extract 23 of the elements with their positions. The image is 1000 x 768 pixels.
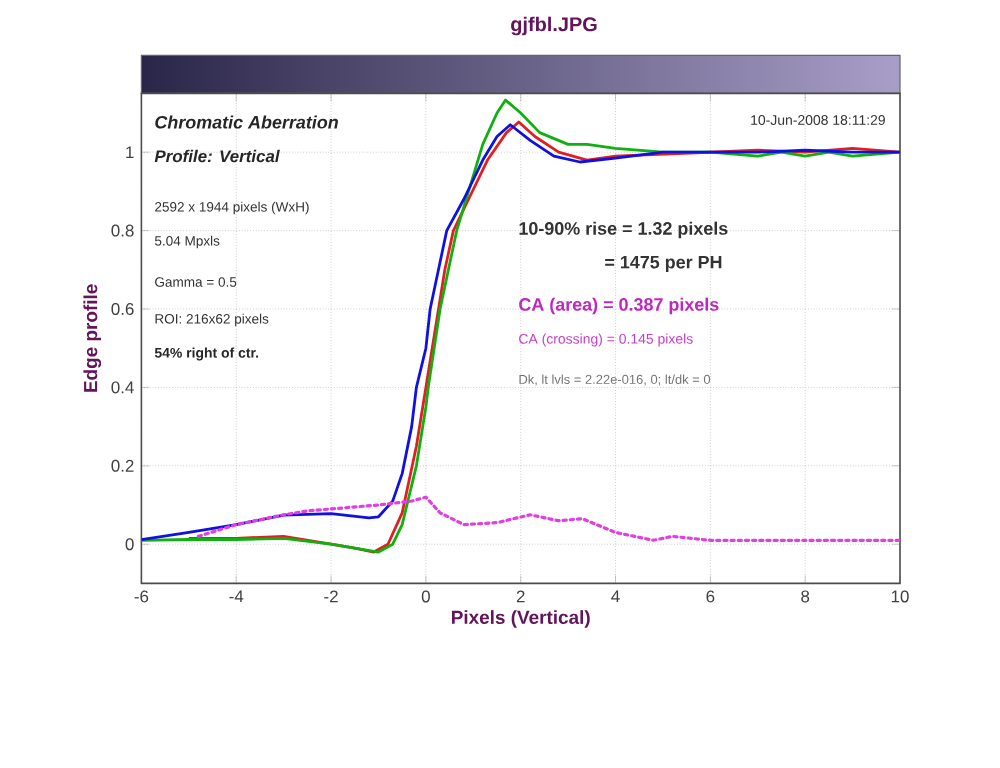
x-tick-label: 8: [801, 590, 810, 603]
annotation: Chromatic Aberration: [155, 115, 338, 129]
y-tick-label: 0.2: [111, 459, 134, 472]
y-tick-label: 1: [126, 146, 134, 159]
annotation: Profile: Vertical: [154, 149, 280, 163]
x-tick-label: -6: [134, 590, 149, 603]
y-tick-label: 0: [125, 538, 134, 551]
x-tick-label: -4: [229, 590, 244, 603]
x-tick-label: 6: [706, 590, 715, 603]
annotation: CA (area) = 0.387 pixels: [519, 297, 719, 315]
chart-title: gjfbl.JPG: [511, 16, 597, 36]
x-tick-label: 4: [611, 590, 620, 603]
x-tick-label: 2: [516, 590, 525, 603]
annotation: 10-90% rise = 1.32 pixels: [519, 221, 728, 239]
x-tick-label: -2: [324, 590, 338, 603]
annotation: = 1475 per PH: [605, 255, 722, 273]
x-tick-label: 10: [891, 590, 909, 603]
y-axis-title: Edge profile: [83, 284, 102, 392]
y-tick-label: 0.4: [111, 381, 134, 394]
y-tick-label: 0.8: [111, 224, 134, 237]
x-axis-title: Pixels (Vertical): [452, 610, 590, 628]
y-tick-label: 0.6: [111, 303, 134, 315]
x-tick-label: 0: [421, 590, 430, 603]
